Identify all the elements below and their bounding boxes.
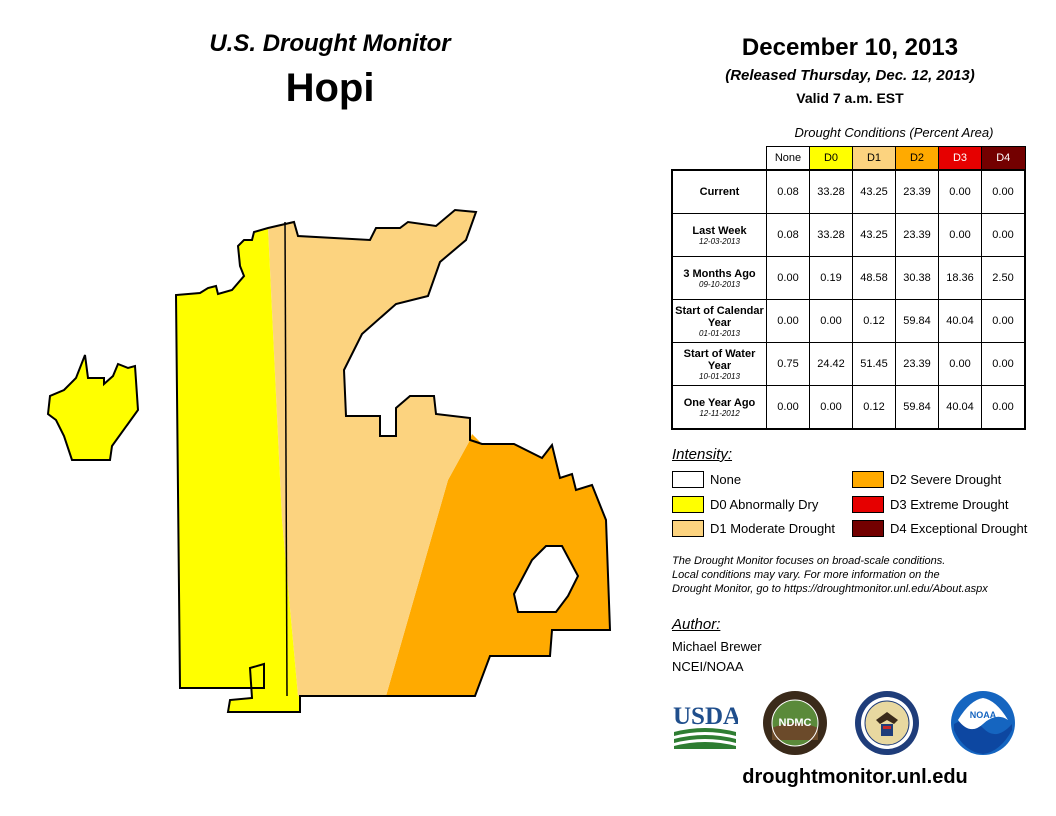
table-cell: 23.39 bbox=[895, 169, 939, 214]
table-row: 3 Months Ago 09-10-2013 0.00 0.19 48.58 30.38… bbox=[671, 256, 1026, 300]
col-d4: D4 bbox=[981, 146, 1026, 171]
map-white-hole bbox=[512, 545, 580, 613]
row-label: Start of Calendar Year 01-01-2013 bbox=[671, 299, 767, 343]
legend-swatch bbox=[672, 520, 704, 537]
table-cell: 51.45 bbox=[852, 342, 896, 386]
legend-title: Intensity: bbox=[672, 446, 733, 463]
map-inner-boundary bbox=[284, 221, 288, 697]
drought-map bbox=[46, 208, 612, 713]
author-name: Michael Brewer bbox=[672, 639, 762, 654]
table-cell: 0.12 bbox=[852, 299, 896, 343]
table-cell: 0.00 bbox=[938, 342, 982, 386]
table-cell: 59.84 bbox=[895, 385, 939, 430]
legend-swatch bbox=[672, 496, 704, 513]
usda-logo: USDA bbox=[673, 703, 738, 749]
table-cell: 0.00 bbox=[981, 342, 1026, 386]
noaa-logo: NOAA bbox=[951, 691, 1015, 755]
row-label: Start of Water Year 10-01-2013 bbox=[671, 342, 767, 386]
row-label: One Year Ago 12-11-2012 bbox=[671, 385, 767, 430]
table-cell: 0.00 bbox=[766, 299, 810, 343]
table-cell: 23.39 bbox=[895, 342, 939, 386]
table-cell: 33.28 bbox=[809, 213, 853, 257]
disclaimer-note: The Drought Monitor focuses on broad-sca… bbox=[672, 555, 988, 595]
table-cell: 0.00 bbox=[981, 169, 1026, 214]
table-cell: 0.00 bbox=[766, 256, 810, 300]
legend-item-d0: D0 Abnormally Dry bbox=[672, 496, 818, 513]
legend-swatch bbox=[852, 496, 884, 513]
author-info: Michael Brewer NCEI/NOAA bbox=[672, 637, 762, 677]
svg-text:USDA: USDA bbox=[673, 703, 738, 730]
table-cell: 33.28 bbox=[809, 169, 853, 214]
table-cell: 0.75 bbox=[766, 342, 810, 386]
table-cell: 43.25 bbox=[852, 213, 896, 257]
map-date: December 10, 2013 bbox=[741, 34, 959, 61]
legend-item-d2: D2 Severe Drought bbox=[852, 471, 1001, 488]
table-row: Start of Calendar Year 01-01-2013 0.00 0.00… bbox=[671, 299, 1026, 343]
region-name: Hopi bbox=[285, 66, 375, 110]
legend-item-d4: D4 Exceptional Drought bbox=[852, 520, 1027, 537]
row-label: 3 Months Ago 09-10-2013 bbox=[671, 256, 767, 300]
table-cell: 40.04 bbox=[938, 299, 982, 343]
table-cell: 0.08 bbox=[766, 213, 810, 257]
col-d1: D1 bbox=[852, 146, 896, 171]
svg-text:NOAA: NOAA bbox=[970, 710, 997, 720]
table-row: Current 0.08 33.28 43.25 23.39 0.00 0.00 bbox=[671, 169, 1026, 214]
svg-text:NDMC: NDMC bbox=[779, 717, 812, 729]
legend-swatch bbox=[672, 471, 704, 488]
table-cell: 0.08 bbox=[766, 169, 810, 214]
table-caption: Drought Conditions (Percent Area) bbox=[794, 125, 994, 140]
legend-item-d3: D3 Extreme Drought bbox=[852, 496, 1009, 513]
map-d0-area bbox=[176, 228, 300, 712]
table-cell: 23.39 bbox=[895, 213, 939, 257]
table-cell: 59.84 bbox=[895, 299, 939, 343]
table-row: Last Week 12-03-2013 0.08 33.28 43.25 23.39 0.… bbox=[671, 213, 1026, 257]
map-d1-area bbox=[268, 210, 476, 696]
table-cell: 0.00 bbox=[981, 385, 1026, 430]
legend-swatch bbox=[852, 520, 884, 537]
table-cell: 43.25 bbox=[852, 169, 896, 214]
ndmc-logo: NDMC bbox=[763, 691, 827, 755]
col-d2: D2 bbox=[895, 146, 939, 171]
table-row: One Year Ago 12-11-2012 0.00 0.00 0.12 59.84 4… bbox=[671, 385, 1026, 430]
table-cell: 0.19 bbox=[809, 256, 853, 300]
table-cell: 0.00 bbox=[809, 385, 853, 430]
row-label: Last Week 12-03-2013 bbox=[671, 213, 767, 257]
legend-swatch bbox=[852, 471, 884, 488]
footer-url: droughtmonitor.unl.edu bbox=[742, 766, 968, 788]
table-cell: 0.00 bbox=[766, 385, 810, 430]
table-cell: 48.58 bbox=[852, 256, 896, 300]
map-outline bbox=[174, 208, 612, 713]
table-header-row: None D0 D1 D2 D3 D4 bbox=[672, 146, 1026, 171]
commerce-seal-logo bbox=[855, 691, 919, 755]
table-cell: 2.50 bbox=[981, 256, 1026, 300]
table-cell: 0.00 bbox=[981, 213, 1026, 257]
map-west-parcel bbox=[46, 354, 140, 461]
table-cell: 0.00 bbox=[809, 299, 853, 343]
table-cell: 40.04 bbox=[938, 385, 982, 430]
table-cell: 0.00 bbox=[938, 213, 982, 257]
legend-item-d1: D1 Moderate Drought bbox=[672, 520, 835, 537]
table-cell: 0.00 bbox=[981, 299, 1026, 343]
drought-conditions-table: None D0 D1 D2 D3 D4 Current 0.08 33.28 43.2… bbox=[671, 146, 1026, 430]
map-d2-area bbox=[386, 434, 610, 696]
valid-time: Valid 7 a.m. EST bbox=[796, 90, 904, 106]
table-cell: 30.38 bbox=[895, 256, 939, 300]
map-title: U.S. Drought Monitor bbox=[209, 30, 451, 57]
col-d0: D0 bbox=[809, 146, 853, 171]
table-cell: 0.00 bbox=[938, 169, 982, 214]
col-none: None bbox=[766, 146, 810, 171]
author-org: NCEI/NOAA bbox=[672, 659, 744, 674]
release-date: (Released Thursday, Dec. 12, 2013) bbox=[725, 67, 975, 84]
table-row: Start of Water Year 10-01-2013 0.75 24.42 51… bbox=[671, 342, 1026, 386]
col-d3: D3 bbox=[938, 146, 982, 171]
table-cell: 0.12 bbox=[852, 385, 896, 430]
table-cell: 18.36 bbox=[938, 256, 982, 300]
table-cell: 24.42 bbox=[809, 342, 853, 386]
author-heading: Author: bbox=[672, 616, 721, 633]
legend-item-none: None bbox=[672, 471, 741, 488]
row-label: Current bbox=[671, 169, 767, 214]
